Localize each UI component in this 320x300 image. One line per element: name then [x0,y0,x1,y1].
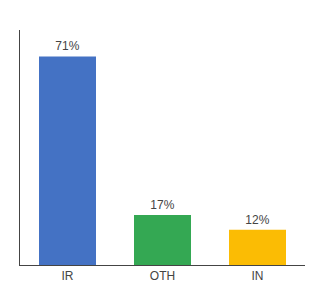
svg-text:12%: 12% [245,213,269,227]
svg-text:OTH: OTH [150,269,175,283]
svg-text:IR: IR [62,269,74,283]
svg-text:71%: 71% [55,39,79,53]
svg-text:IN: IN [252,269,264,283]
svg-text:17%: 17% [150,198,174,212]
